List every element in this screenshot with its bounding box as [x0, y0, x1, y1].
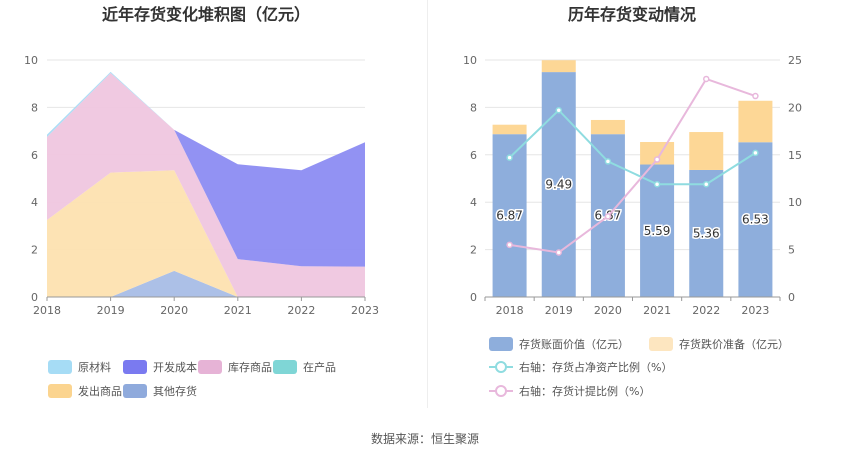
legend-label: 右轴：存货计提比例（%）: [519, 384, 650, 398]
legend-swatch: [649, 337, 673, 351]
right-grid: [485, 59, 780, 298]
legend-label: 原材料: [78, 360, 111, 374]
line-point: [506, 154, 513, 161]
left-x-tick-label: 2021: [224, 304, 252, 317]
line-point: [604, 213, 612, 220]
line-point: [506, 241, 513, 249]
bar-impairment: [640, 142, 675, 165]
left-y-tick-label: 8: [31, 101, 38, 114]
line-series-1: [509, 77, 756, 254]
right-y-right-tick-label: 5: [788, 244, 795, 257]
line-point: [703, 180, 710, 188]
bar-value-label: 6.53: [742, 213, 769, 227]
left-x-tick-label: 2023: [351, 304, 379, 317]
right-axes: 0 2 4 6 8 10 0 5 10 15 20 25 2018 2019 2020 2021 2022 202…: [463, 54, 802, 317]
line-point: [555, 106, 562, 114]
legend-label: 发出商品: [78, 384, 122, 398]
panel-divider: [427, 0, 428, 408]
legend-swatch: [123, 360, 147, 374]
bar-impairment: [492, 124, 527, 135]
right-y-right-tick-label: 10: [788, 196, 802, 209]
bar-book-value: [492, 134, 527, 297]
line-point: [752, 149, 759, 157]
bar-impairment: [590, 119, 625, 135]
legend-marker: [495, 385, 507, 397]
left-y-tick-label: 0: [31, 291, 38, 304]
line-point: [604, 158, 612, 165]
right-y-left-tick-label: 4: [470, 196, 477, 209]
right-x-tick-label: 2019: [545, 304, 573, 317]
legend-swatch: [198, 360, 222, 374]
left-y-tick-label: 10: [24, 54, 38, 67]
right-y-right-tick-label: 0: [788, 291, 795, 304]
area-series-1: [47, 73, 365, 267]
bar-impairment: [541, 60, 576, 73]
right-y-left-tick-label: 10: [463, 54, 477, 67]
legend-swatch: [489, 337, 513, 351]
right-y-left-tick-label: 6: [470, 149, 477, 162]
right-bars: 6.879.496.875.595.366.53: [492, 60, 773, 297]
left-x-tick-label: 2020: [160, 304, 188, 317]
legend-label: 右轴：存货占净资产比例（%）: [519, 360, 672, 374]
right-y-right-tick-label: 15: [788, 149, 802, 162]
area-series-4: [47, 170, 365, 297]
bar-impairment: [738, 100, 773, 143]
legend-label: 库存商品: [228, 360, 272, 374]
legend-swatch: [48, 384, 72, 398]
legend-swatch: [123, 384, 147, 398]
left-x-tick-label: 2018: [33, 304, 61, 317]
line-point: [555, 249, 562, 256]
right-y-left-tick-label: 8: [470, 101, 477, 114]
bar-value-label: 5.59: [644, 224, 671, 238]
legend-label: 存货账面价值（亿元）: [519, 337, 629, 351]
legend-label: 其他存货: [153, 384, 197, 398]
right-y-left-tick-label: 0: [470, 291, 477, 304]
right-x-tick-label: 2021: [643, 304, 671, 317]
left-x-tick-label: 2019: [97, 304, 125, 317]
legend-swatch: [273, 360, 297, 374]
bar-value-label: 6.87: [496, 209, 523, 223]
legend-label: 在产品: [303, 360, 336, 374]
line-point: [653, 156, 661, 163]
left-y-tick-label: 4: [31, 196, 38, 209]
line-point: [653, 180, 661, 188]
left-y-tick-label: 6: [31, 149, 38, 162]
left-y-tick-label: 2: [31, 244, 38, 257]
right-y-left-tick-label: 2: [470, 244, 477, 257]
right-y-right-tick-label: 20: [788, 101, 802, 114]
right-x-tick-label: 2020: [594, 304, 622, 317]
bar-value-label: 5.36: [693, 226, 720, 240]
right-chart-title: 历年存货变动情况: [568, 5, 696, 24]
legend-marker: [495, 361, 507, 373]
legend-label: 存货跌价准备（亿元）: [679, 337, 789, 351]
legend-swatch: [48, 360, 72, 374]
line-point: [752, 92, 759, 100]
data-source-note: 数据来源：恒生聚源: [370, 432, 479, 446]
left-chart-title: 近年存货变化堆积图（亿元）: [102, 5, 310, 24]
line-point: [703, 75, 710, 83]
bar-impairment: [689, 132, 724, 170]
line-series-0: [508, 108, 756, 186]
legend-label: 开发成本: [153, 360, 197, 374]
bar-value-label: 9.49: [545, 178, 572, 192]
left-axes: 0 2 4 6 8 10 2018 2019 2020 2021 2022 2023: [24, 54, 379, 317]
right-legend: 存货账面价值（亿元） 存货跌价准备（亿元） 右轴：存货占净资产比例（%） 右轴：存货计…: [489, 337, 789, 398]
right-x-tick-label: 2023: [741, 304, 769, 317]
right-x-tick-label: 2018: [496, 304, 524, 317]
left-area-series: [47, 71, 365, 297]
area-series-2: [47, 73, 365, 297]
bar-book-value: [738, 142, 773, 297]
right-lines: [506, 75, 759, 256]
right-y-right-tick-label: 25: [788, 54, 802, 67]
left-x-tick-label: 2022: [287, 304, 315, 317]
stacked-area-chart: 近年存货变化堆积图（亿元） 0 2 4 6 8 10 2018 2019 2020 2021 202…: [24, 5, 379, 398]
right-x-tick-label: 2022: [692, 304, 720, 317]
bar-book-value: [689, 169, 724, 297]
inventory-bar-line-chart: 历年存货变动情况 6.879.496.875.595.366.53 024681…: [463, 5, 802, 398]
